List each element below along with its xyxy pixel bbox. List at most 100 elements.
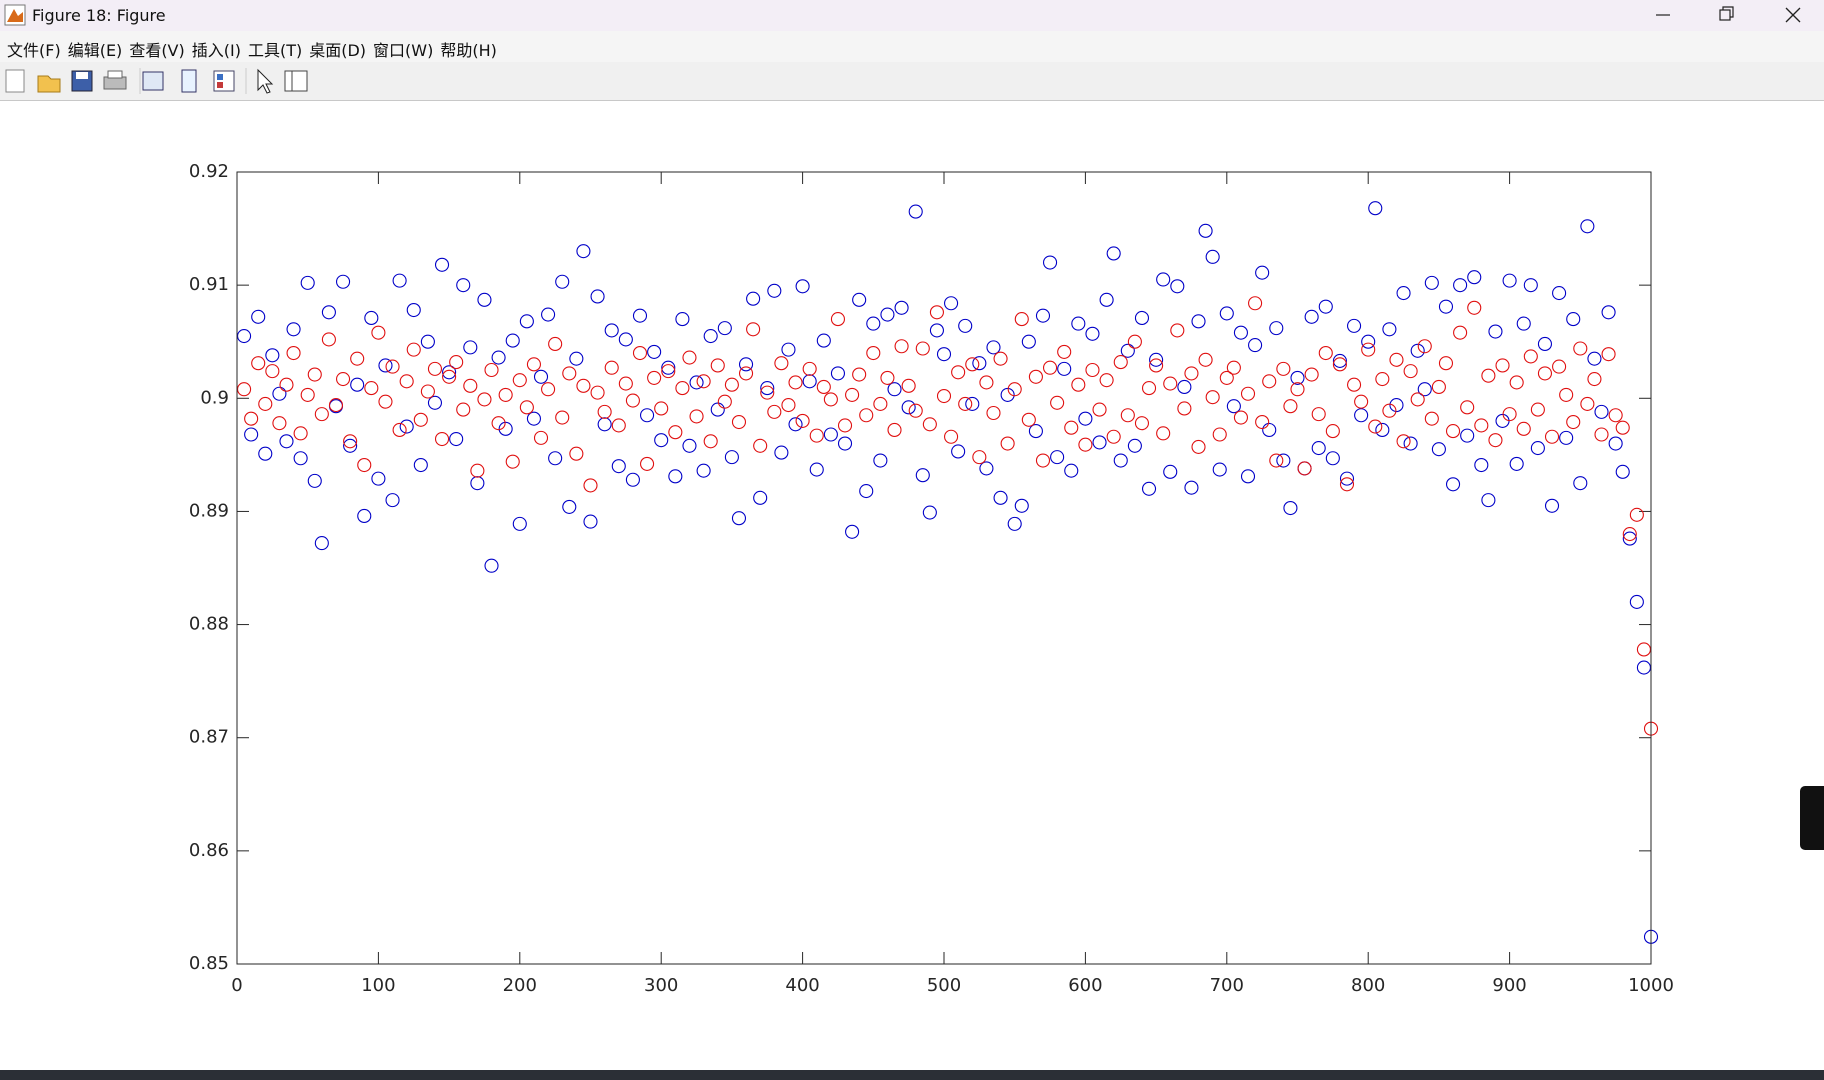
data-point (526, 411, 541, 426)
data-point (696, 374, 711, 389)
data-point (1134, 310, 1150, 326)
menu-item[interactable]: 文件(F) (7, 41, 61, 60)
menu-item[interactable]: 帮助(H) (440, 41, 497, 60)
data-point (936, 388, 952, 404)
data-point (1099, 373, 1114, 388)
data-point (1403, 364, 1418, 379)
data-point (604, 360, 619, 375)
data-point (597, 404, 612, 419)
menu-item[interactable]: 插入(I) (191, 41, 241, 60)
y-tick-label: 0.87 (189, 727, 229, 748)
data-point (413, 457, 428, 473)
data-point (350, 377, 365, 392)
data-point (979, 375, 994, 390)
data-point (1460, 428, 1475, 443)
data-point (1233, 410, 1248, 425)
data-point (661, 364, 676, 379)
menu-item[interactable]: 工具(T) (247, 41, 303, 60)
data-point (1544, 429, 1560, 444)
data-point (1283, 500, 1298, 516)
data-point (738, 357, 754, 372)
data-point (1375, 372, 1390, 387)
data-point (442, 365, 457, 380)
data-point (1035, 308, 1051, 323)
data-point (1339, 471, 1355, 486)
figure-canvas: 0.85 0.86 0.87 0.88 0.89 0.9 0.91 0.92 0 100 200 30… (189, 161, 1674, 996)
app-icon (4, 4, 26, 26)
data-point (237, 382, 252, 397)
data-point (929, 305, 944, 320)
data-point (1092, 435, 1107, 450)
x-tick-label: 300 (644, 975, 678, 996)
data-point (1156, 426, 1171, 441)
menu-item[interactable]: 桌面(D) (309, 41, 367, 60)
data-point (1580, 219, 1595, 234)
data-point (1248, 296, 1263, 311)
menu-item[interactable]: 编辑(E) (67, 41, 123, 60)
menu-item[interactable]: 查看(V) (129, 41, 185, 60)
data-point (1043, 360, 1058, 375)
data-point (1226, 399, 1241, 414)
data-point (463, 378, 478, 393)
data-point (1205, 390, 1220, 405)
data-point (1481, 368, 1496, 383)
data-point (710, 402, 725, 417)
data-point (1290, 370, 1305, 385)
data-point (470, 463, 485, 478)
data-point (979, 461, 994, 476)
data-point (1184, 480, 1199, 495)
data-point (293, 451, 308, 466)
data-point (420, 384, 435, 399)
data-point (965, 357, 980, 372)
menu-item[interactable]: 窗口(W) (373, 41, 434, 60)
data-point (1007, 382, 1022, 397)
data-point (484, 558, 499, 573)
data-point (618, 376, 633, 391)
data-point (512, 516, 527, 531)
data-point (1424, 411, 1439, 426)
data-point (1085, 362, 1100, 378)
data-point (738, 366, 754, 381)
data-point (364, 381, 379, 396)
data-point (286, 322, 301, 337)
data-point (845, 387, 860, 402)
side-handle[interactable] (1800, 786, 1824, 850)
data-point (258, 396, 273, 411)
data-point (1474, 457, 1489, 473)
data-point (1410, 392, 1425, 407)
data-point (654, 433, 669, 448)
data-point (265, 348, 280, 363)
data-point (1361, 342, 1376, 357)
data-point (809, 428, 824, 443)
data-point (1361, 334, 1376, 349)
data-point (1453, 325, 1468, 340)
data-point (1417, 339, 1432, 354)
data-point (244, 411, 259, 426)
data-point (1290, 382, 1305, 397)
data-point (314, 407, 329, 422)
data-point (434, 431, 450, 447)
data-point (1544, 498, 1560, 513)
data-point (604, 323, 619, 338)
data-point (1276, 361, 1291, 376)
window-controls[interactable] (1634, 0, 1824, 31)
data-point (753, 490, 768, 505)
data-point (1403, 436, 1418, 451)
data-point (1120, 343, 1135, 358)
data-point (1523, 349, 1538, 364)
data-point (816, 379, 831, 395)
data-point (873, 453, 888, 468)
data-point (1035, 453, 1051, 468)
data-point (746, 291, 761, 306)
data-point (788, 417, 803, 432)
data-point (1141, 481, 1157, 496)
data-point (894, 339, 909, 354)
data-point (1057, 361, 1072, 376)
data-point (802, 361, 817, 376)
data-point (1149, 358, 1164, 373)
data-point (1622, 531, 1637, 546)
data-point (1354, 394, 1369, 409)
toolbar-icons[interactable] (0, 62, 320, 100)
data-point (562, 499, 577, 514)
data-point (866, 345, 881, 361)
